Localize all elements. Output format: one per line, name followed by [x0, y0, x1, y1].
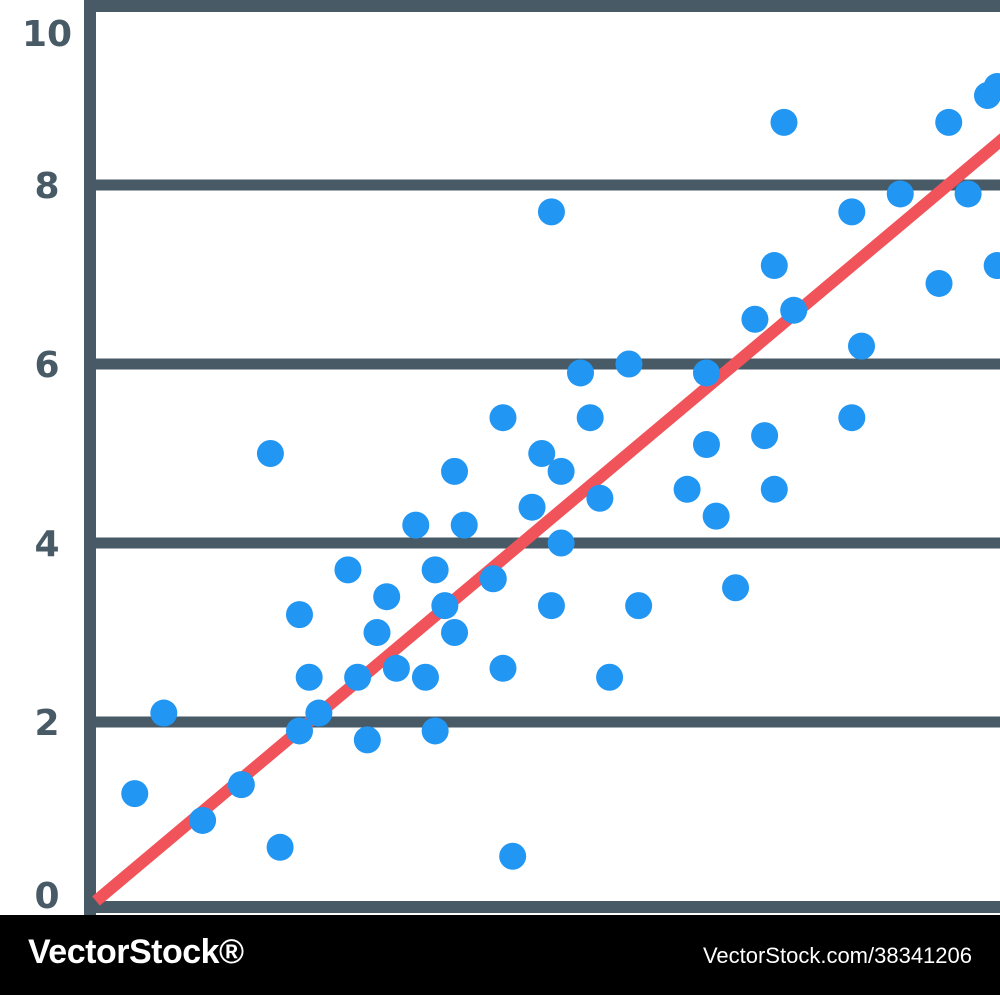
- scatter-point: [838, 198, 866, 226]
- scatter-point: [838, 404, 866, 432]
- scatter-point: [935, 108, 963, 136]
- scatter-point: [983, 252, 1000, 280]
- scatter-chart: 0 2 4 6 8 10: [22, 0, 1000, 915]
- scatter-point: [741, 305, 769, 333]
- stock-url-text: VectorStock.com/38341206: [702, 943, 972, 968]
- scatter-point: [625, 592, 653, 620]
- y-tick-labels: 0 2 4 6 8 10: [22, 14, 72, 915]
- scatter-point: [344, 663, 372, 691]
- chart-svg: 0 2 4 6 8 10: [22, 0, 1000, 915]
- trendline-layer: [92, 133, 1000, 906]
- scatter-point: [363, 619, 391, 646]
- scatter-point: [489, 404, 517, 432]
- scatter-point: [227, 771, 255, 799]
- scatter-point: [441, 619, 469, 646]
- scatter-point: [479, 565, 507, 593]
- scatter-point: [499, 842, 527, 870]
- y-tick-label: 10: [22, 14, 72, 55]
- scatter-point: [189, 806, 217, 834]
- scatter-point: [353, 726, 381, 754]
- y-tick-label: 8: [34, 166, 59, 207]
- scatter-point: [295, 663, 323, 691]
- scatter-point: [285, 601, 313, 629]
- trendline: [92, 133, 1000, 906]
- scatter-point: [450, 511, 478, 539]
- scatter-point: [421, 717, 449, 745]
- scatter-point: [547, 457, 575, 485]
- scatter-point: [722, 574, 750, 602]
- scatter-point: [848, 332, 876, 360]
- scatter-point: [567, 359, 594, 387]
- scatter-point: [411, 663, 439, 691]
- axis-layer: [84, 0, 1000, 915]
- scatter-point: [382, 654, 410, 682]
- scatter-point: [334, 556, 362, 584]
- grid-layer: [90, 179, 1000, 728]
- scatter-point: [673, 475, 701, 503]
- y-tick-label: 4: [34, 524, 59, 565]
- scatter-point: [150, 699, 178, 727]
- scatter-point: [431, 592, 459, 620]
- scatter-point: [615, 350, 643, 378]
- scatter-point: [692, 431, 720, 459]
- scatter-point: [441, 457, 469, 485]
- scatter-point: [586, 484, 614, 512]
- scatter-point: [256, 440, 284, 467]
- scatter-point: [421, 556, 449, 584]
- scatter-point: [266, 833, 294, 861]
- scatter-point: [537, 198, 565, 226]
- scatter-point: [576, 404, 604, 432]
- data-points: [121, 73, 1000, 870]
- scatter-point: [537, 592, 565, 620]
- scatter-point: [402, 511, 430, 539]
- scatter-point: [983, 73, 1000, 101]
- watermark-footer: VectorStock® VectorStock.com/38341206: [0, 915, 1000, 995]
- scatter-point: [954, 180, 982, 208]
- y-tick-label: 6: [34, 345, 59, 386]
- scatter-point: [121, 780, 149, 808]
- scatter-point: [305, 699, 333, 727]
- scatter-point: [760, 252, 788, 280]
- scatter-point: [518, 493, 546, 521]
- scatter-point: [925, 269, 953, 297]
- scatter-point: [760, 475, 788, 503]
- y-tick-label: 0: [34, 876, 59, 915]
- scatter-point: [702, 502, 730, 530]
- scatter-point: [489, 654, 517, 682]
- y-tick-label: 2: [34, 703, 59, 744]
- scatter-point: [528, 440, 556, 467]
- scatter-point: [373, 583, 401, 611]
- scatter-point: [886, 180, 914, 208]
- scatter-point: [780, 296, 808, 324]
- scatter-point: [770, 108, 798, 136]
- scatter-point: [692, 359, 720, 387]
- scatter-point: [596, 663, 624, 691]
- scatter-point: [285, 717, 313, 745]
- vectorstock-logo: VectorStock®: [28, 933, 244, 971]
- scatter-point: [547, 529, 575, 557]
- scatter-point: [751, 422, 779, 450]
